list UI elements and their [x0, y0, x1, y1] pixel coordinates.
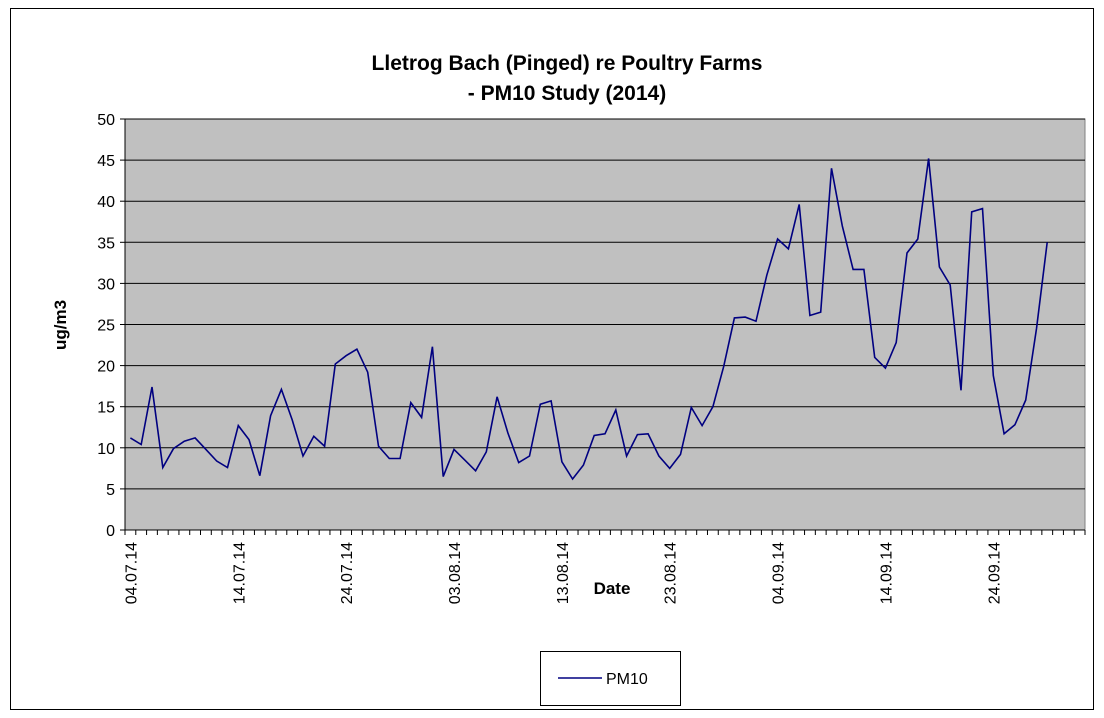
x-tick-label: 24.07.14 [339, 542, 356, 604]
x-tick-label: 14.09.14 [878, 542, 895, 604]
x-tick-label: 03.08.14 [447, 542, 464, 604]
y-tick-label: 35 [97, 235, 115, 252]
x-tick-label: 13.08.14 [555, 542, 572, 604]
chart-title: Lletrog Bach (Pinged) re Poultry Farms [372, 52, 763, 75]
y-tick-label: 10 [97, 441, 115, 458]
y-tick-label: 25 [97, 318, 115, 335]
legend-label: PM10 [606, 671, 648, 688]
x-axis-label: Date [594, 579, 631, 598]
y-tick-label: 30 [97, 276, 115, 293]
y-tick-label: 45 [97, 153, 115, 170]
x-tick-label: 23.08.14 [663, 542, 680, 604]
x-tick-label: 04.09.14 [771, 542, 788, 604]
y-tick-label: 20 [97, 359, 115, 376]
y-tick-label: 40 [97, 194, 115, 211]
x-tick-label: 04.07.14 [123, 542, 140, 604]
data-line [129, 158, 1048, 481]
x-tick-label: 14.07.14 [231, 542, 248, 604]
y-tick-label: 15 [97, 400, 115, 417]
y-tick-label: 5 [106, 482, 115, 499]
x-tick-label: 24.09.14 [986, 542, 1003, 604]
chart-title: - PM10 Study (2014) [468, 82, 666, 105]
y-tick-label: 0 [106, 523, 115, 540]
y-axis-label: ug/m3 [51, 300, 70, 350]
y-tick-label: 50 [97, 112, 115, 129]
